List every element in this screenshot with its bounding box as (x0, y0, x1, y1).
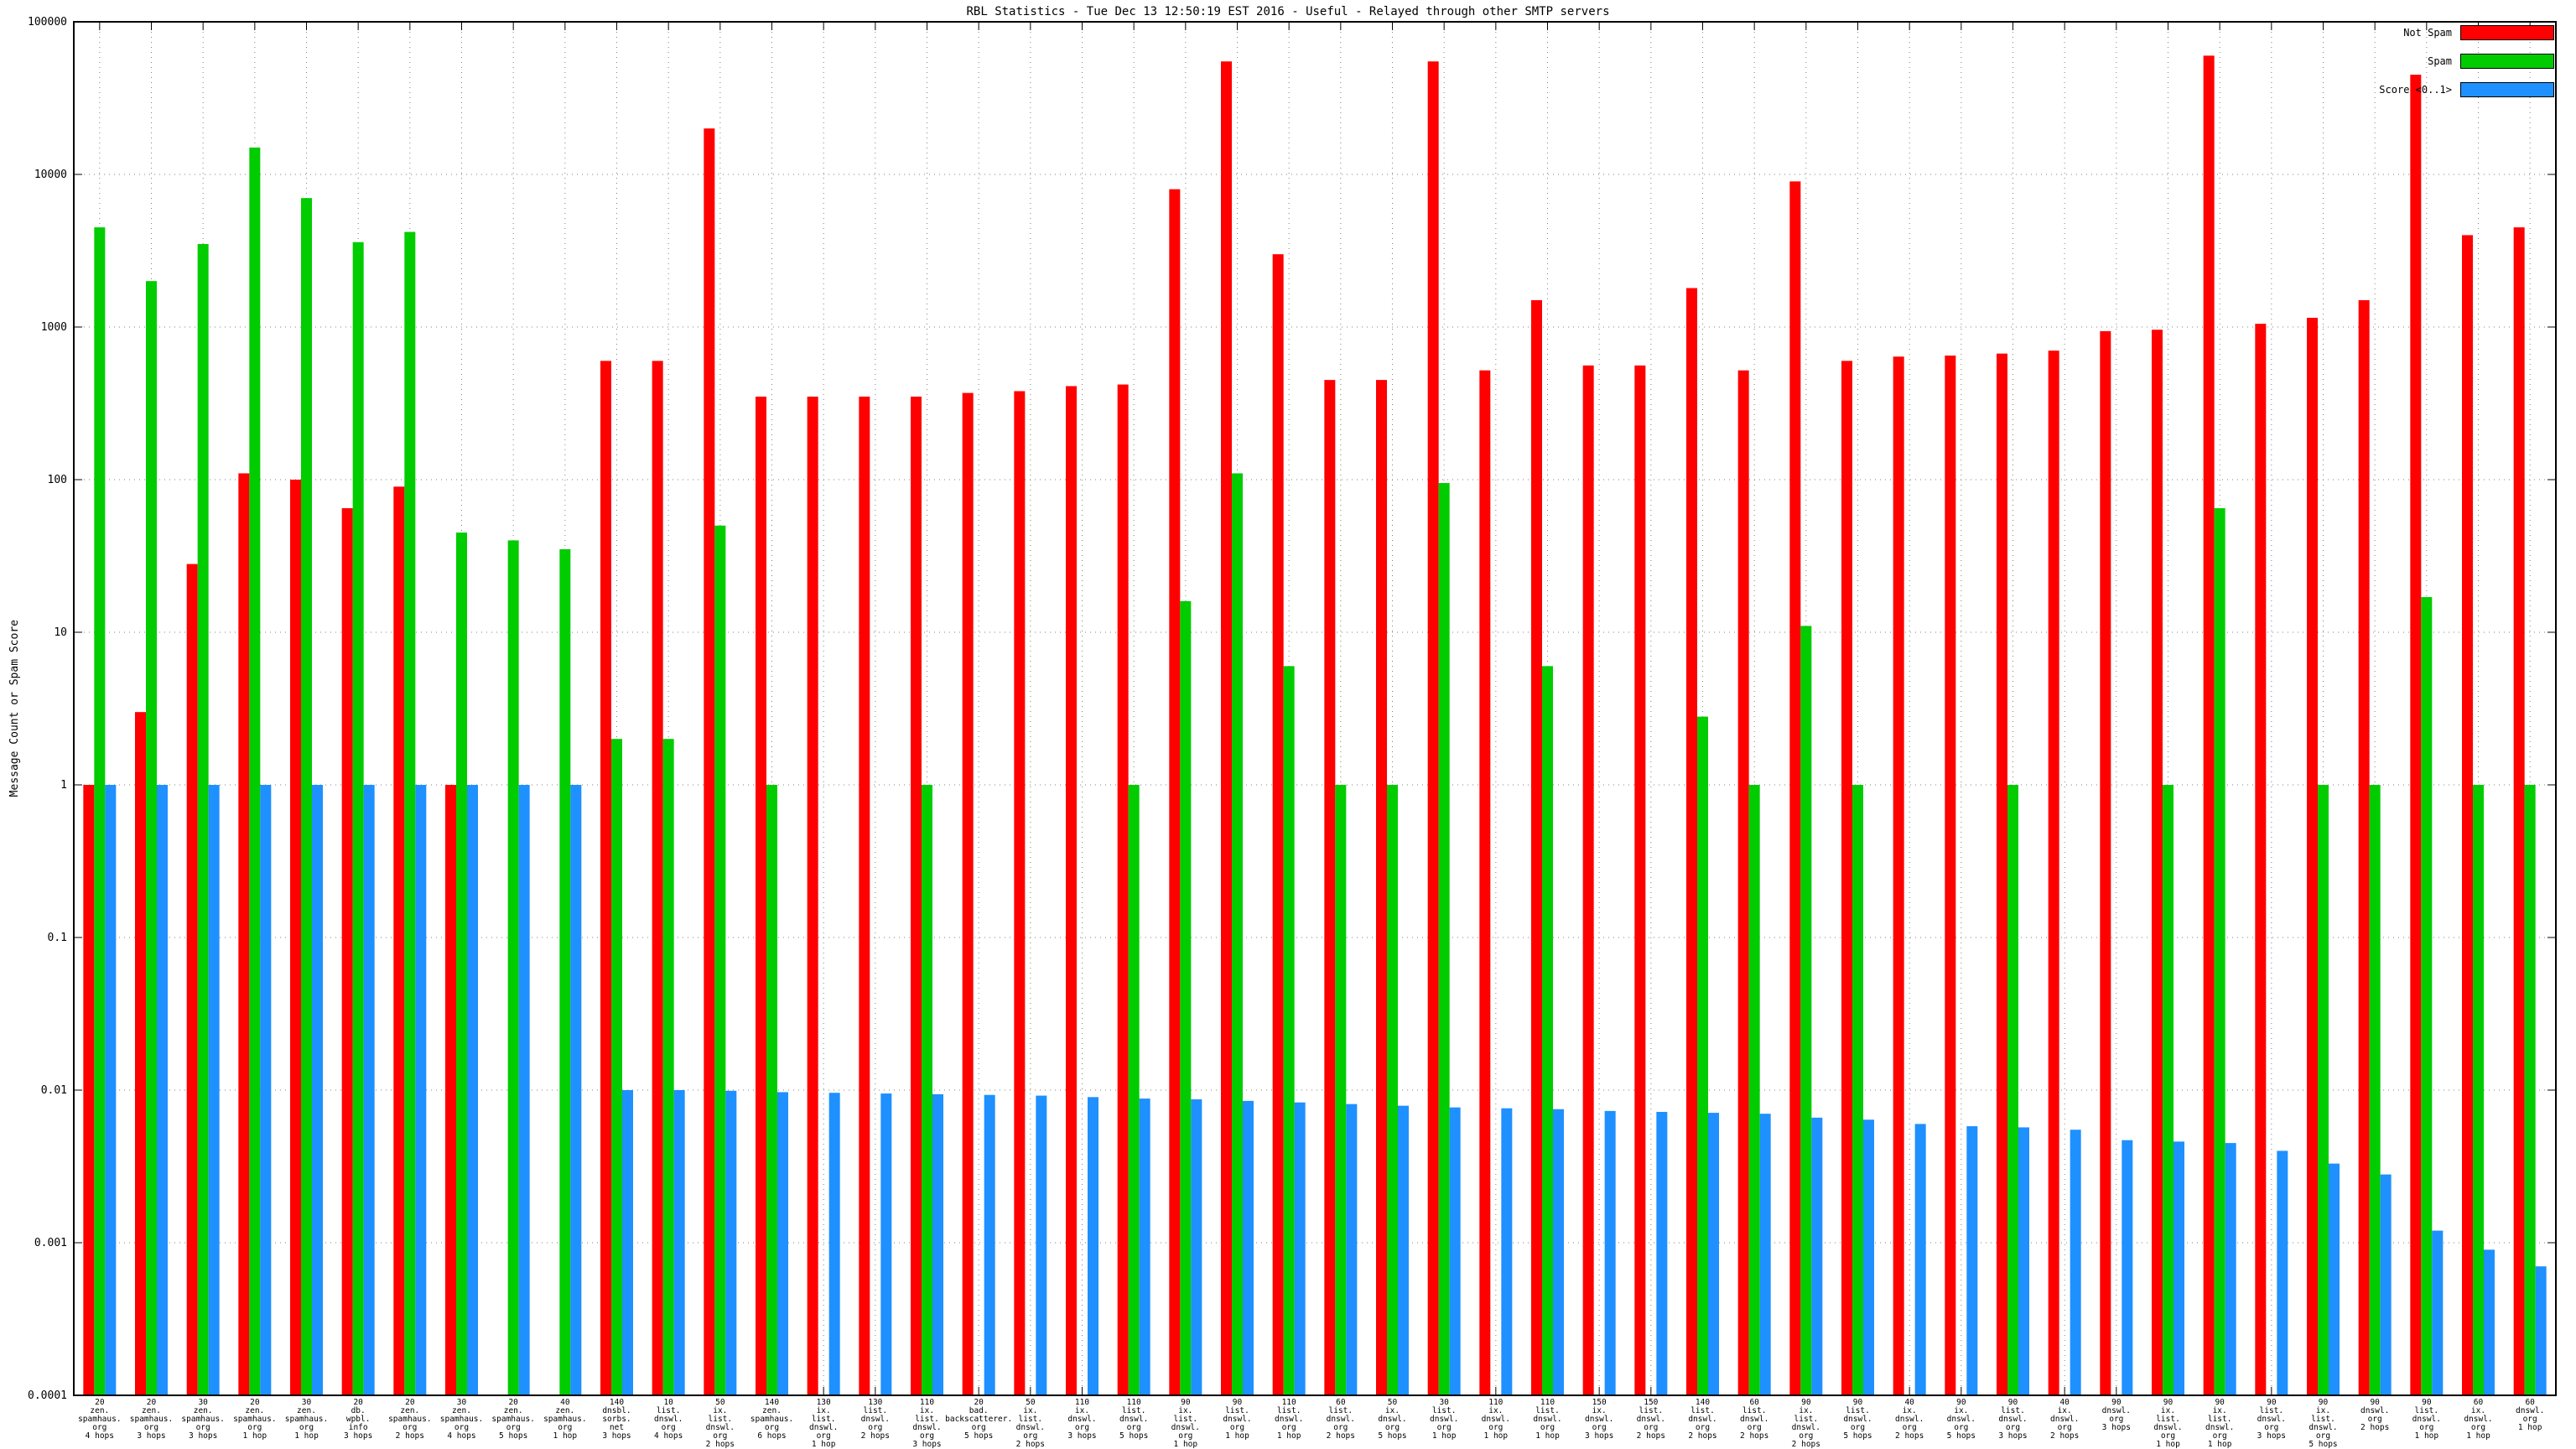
svg-text:0.0001: 0.0001 (28, 1389, 67, 1402)
legend-row-spam: Spam (2428, 54, 2554, 69)
legend-label-score: Score <0..1> (2379, 84, 2452, 96)
bars-not-spam (83, 55, 2525, 1396)
y-axis-label-wrap: Message Count or Spam Score (5, 22, 23, 1395)
svg-text:100000: 100000 (28, 16, 67, 29)
svg-text:1000: 1000 (41, 321, 67, 334)
legend-label-not-spam: Not Spam (2403, 27, 2452, 39)
bars-score-0-1- (105, 785, 2547, 1395)
legend-row-score: Score <0..1> (2379, 82, 2554, 97)
svg-text:0.001: 0.001 (34, 1237, 67, 1249)
legend-swatch-spam (2460, 54, 2554, 69)
svg-text:0.01: 0.01 (41, 1084, 67, 1097)
y-tick-labels: 0.0001 0.001 0.01 0.1 1 10 100 1000 10000 100000 (28, 16, 67, 1402)
plot-border (73, 21, 2557, 1396)
svg-text:1: 1 (60, 779, 67, 792)
svg-text:10000: 10000 (34, 169, 67, 181)
svg-text:0.1: 0.1 (48, 932, 67, 944)
svg-text:100: 100 (48, 474, 67, 486)
chart-title: RBL Statistics - Tue Dec 13 12:50:19 EST… (966, 5, 1610, 18)
legend-swatch-not-spam (2460, 25, 2554, 40)
legend-row-not-spam: Not Spam (2403, 25, 2554, 40)
legend-swatch-score (2460, 82, 2554, 97)
legend: Not Spam Spam Score <0..1> (2379, 25, 2554, 97)
y-axis-label: Message Count or Spam Score (8, 620, 21, 797)
svg-text:10: 10 (54, 626, 67, 639)
bars-spam (94, 147, 2536, 1396)
legend-label-spam: Spam (2428, 55, 2452, 67)
